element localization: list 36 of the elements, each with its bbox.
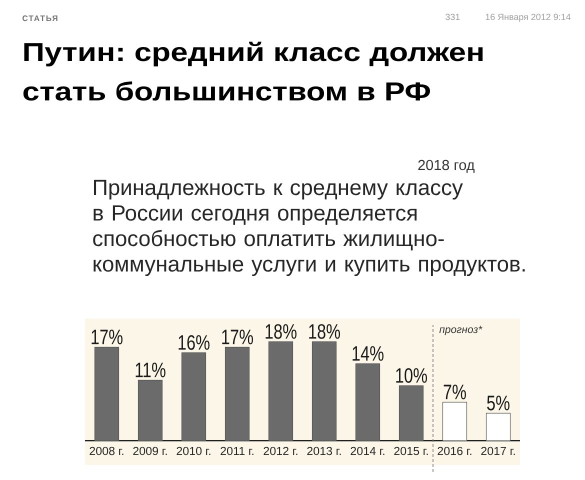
x-tick-label: 2008 г. bbox=[90, 446, 124, 456]
bar bbox=[486, 412, 511, 441]
data-label: 17% bbox=[92, 330, 122, 344]
data-label: 11% bbox=[136, 362, 166, 378]
data-label: 7% bbox=[444, 384, 466, 400]
x-tick-label: 2012 г. bbox=[264, 446, 298, 456]
x-tick-label: 2009 г. bbox=[133, 446, 167, 456]
bar bbox=[312, 341, 337, 441]
bar bbox=[398, 385, 424, 441]
x-tick-label: 2014 г. bbox=[350, 446, 384, 456]
x-tick-label: 2011 г. bbox=[220, 446, 254, 456]
text: 16 Января 2012 9:14 bbox=[486, 14, 571, 22]
data-label: 10% bbox=[396, 368, 427, 383]
text: 331 bbox=[446, 14, 460, 20]
bar bbox=[224, 346, 250, 441]
bar bbox=[442, 402, 468, 441]
bar bbox=[355, 363, 380, 441]
x-tick-label: 2016 г. bbox=[438, 446, 472, 456]
text: прогноз* bbox=[439, 326, 482, 336]
data-label: 14% bbox=[352, 346, 384, 361]
bar bbox=[138, 380, 163, 441]
text: 2018 год bbox=[418, 160, 475, 173]
x-tick-label: 2015 г. bbox=[394, 446, 428, 456]
x-tick-label: 2017 г. bbox=[481, 446, 515, 456]
data-label: 16% bbox=[178, 335, 210, 350]
chart-title: Путин: средний класс должен стать большинством в РФ bbox=[23, 42, 483, 101]
bar bbox=[94, 346, 120, 441]
data-label: 5% bbox=[487, 396, 510, 410]
x-tick-label: 2013 г. bbox=[307, 446, 341, 456]
bar bbox=[268, 341, 294, 441]
x-tick-label: 2010 г. bbox=[176, 446, 210, 456]
data-label: 17% bbox=[222, 330, 253, 344]
data-label: 18% bbox=[309, 324, 340, 339]
data-label: 18% bbox=[266, 324, 296, 339]
bar bbox=[181, 352, 206, 441]
chart-subtitle: Принадлежность к среднему классу в России сегодня определяется способностью оплатить жилищно-коммунальные услуги и купить продуктов. bbox=[93, 180, 525, 276]
